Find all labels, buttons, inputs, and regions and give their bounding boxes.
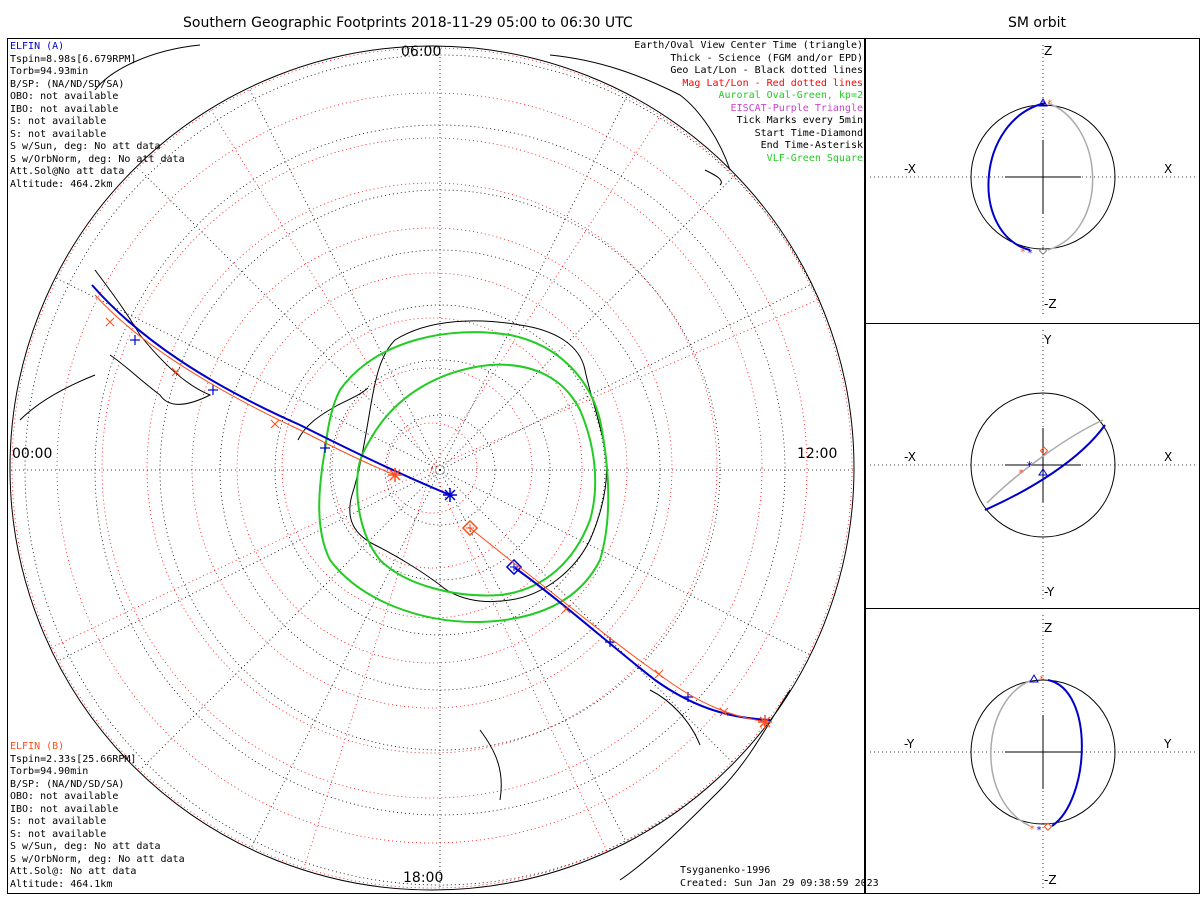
xz-top-label: Z	[1044, 44, 1053, 58]
elfin-a-line: Torb=94.93min	[10, 66, 89, 77]
orbit-sketch-xy: * *	[870, 330, 1195, 600]
elfin-b-line: OBO: not available	[10, 791, 119, 802]
svg-text:*: *	[1039, 675, 1044, 685]
elfin-b-info: ELFIN (B) Tspin=2.33s[25.66RPM] Torb=94.…	[10, 741, 185, 891]
elfin-a-line: OBO: not available	[10, 91, 119, 102]
plot-title: Southern Geographic Footprints 2018-11-2…	[183, 15, 633, 31]
elfin-b-line: Tspin=2.33s[25.66RPM]	[10, 753, 137, 765]
legend-item: Mag Lat/Lon - Red dotted lines	[682, 77, 863, 89]
legend-item: Geo Lat/Lon - Black dotted lines	[670, 65, 863, 76]
xy-bottom-label: -Y	[1044, 585, 1055, 599]
xy-left-label: -X	[904, 450, 916, 464]
svg-text:*: *	[1026, 459, 1033, 473]
map-disk-outline	[9, 45, 855, 891]
legend-item: Auroral Oval-Green, kp=2	[718, 90, 864, 101]
elfin-a-line: S: not available	[10, 116, 107, 127]
xy-top-label: Y	[1044, 333, 1052, 347]
legend-item: Earth/Oval View Center Time (triangle)	[634, 40, 863, 51]
legend-item: VLF-Green Square	[766, 152, 863, 164]
elfin-b-name: ELFIN (B)	[10, 741, 65, 752]
svg-text:*: *	[1029, 824, 1035, 835]
orbit-sketch-yz: * * *	[870, 615, 1195, 890]
elfin-a-track	[91, 284, 771, 721]
yz-right-label: Y	[1164, 737, 1172, 751]
elfin-a-line: IBO: not available	[10, 103, 119, 115]
footer-model: Tsyganenko-1996	[680, 865, 771, 876]
elfin-a-line: S w/Sun, deg: No att data	[10, 141, 161, 152]
yz-left-label: -Y	[904, 737, 915, 751]
elfin-b-line: IBO: not available	[10, 803, 119, 815]
xz-right-label: X	[1164, 162, 1173, 176]
legend-item: End Time-Asterisk	[760, 140, 863, 151]
footer-created: Created: Sun Jan 29 09:38:59 2023	[680, 878, 879, 889]
elfin-b-line: B/SP: (NA/ND/SD/SA)	[10, 778, 125, 790]
side-title: SM orbit	[1008, 15, 1067, 31]
elfin-a-line: Altitude: 464.2km	[10, 178, 113, 190]
legend-item: Tick Marks every 5min	[736, 115, 863, 126]
hour-label-right: 12:00	[797, 446, 838, 462]
elfin-a-line: S w/OrbNorm, deg: No att data	[10, 153, 185, 165]
svg-text:*: *	[1018, 468, 1024, 479]
coastlines	[19, 44, 791, 881]
legend-item: EISCAT-Purple Triangle	[730, 102, 863, 114]
svg-text:*: *	[1020, 247, 1026, 258]
hour-label-top: 06:00	[401, 44, 442, 60]
mag-grid	[11, 47, 853, 889]
svg-text:*: *	[1036, 825, 1042, 836]
elfin-a-line: B/SP: (NA/ND/SD/SA)	[10, 78, 125, 90]
elfin-b-line: Torb=94.90min	[10, 766, 89, 777]
elfin-a-line: Tspin=8.98s[6.679RPM]	[10, 53, 137, 65]
elfin-a-info: ELFIN (A) Tspin=8.98s[6.679RPM] Torb=94.…	[10, 41, 185, 191]
auroral-ovals	[318, 331, 610, 624]
elfin-b-start-diamond	[461, 519, 479, 537]
xz-bottom-label: -Z	[1044, 297, 1057, 311]
hour-label-bottom: 18:00	[403, 870, 444, 886]
orbit-sketch-xz: * * *	[870, 45, 1195, 315]
elfin-b-end-asterisk	[388, 468, 402, 482]
elfin-b-line: Att.Sol@: No att data	[10, 866, 137, 877]
geo-grid	[10, 46, 854, 890]
elfin-b-track	[94, 294, 772, 729]
yz-bottom-label: -Z	[1044, 873, 1057, 887]
elfin-b-line: Altitude: 464.1km	[10, 878, 113, 890]
elfin-b-track-end	[758, 715, 772, 729]
elfin-a-start-diamond	[505, 558, 523, 576]
footprint-map-panel	[7, 38, 865, 894]
elfin-a-line: Att.Sol@No att data	[10, 166, 125, 177]
xy-right-label: X	[1164, 450, 1173, 464]
svg-text:*: *	[1027, 248, 1033, 259]
legend-item: Thick - Science (FGM and/or EPD)	[670, 52, 863, 64]
hour-label-left: 00:00	[12, 446, 53, 462]
elfin-b-line: S w/OrbNorm, deg: No att data	[10, 853, 185, 865]
svg-text:*: *	[1047, 99, 1052, 109]
elfin-b-line: S: not available	[10, 816, 107, 827]
xz-left-label: -X	[904, 162, 916, 176]
elfin-a-name: ELFIN (A)	[10, 41, 65, 52]
elfin-b-line: S: not available	[10, 828, 107, 840]
legend: Earth/Oval View Center Time (triangle) T…	[634, 40, 863, 165]
elfin-b-line: S w/Sun, deg: No att data	[10, 841, 161, 852]
elfin-a-line: S: not available	[10, 128, 107, 140]
legend-item: Start Time-Diamond	[754, 127, 863, 139]
elfin-a-end-asterisk	[443, 488, 457, 502]
yz-top-label: Z	[1044, 621, 1053, 635]
